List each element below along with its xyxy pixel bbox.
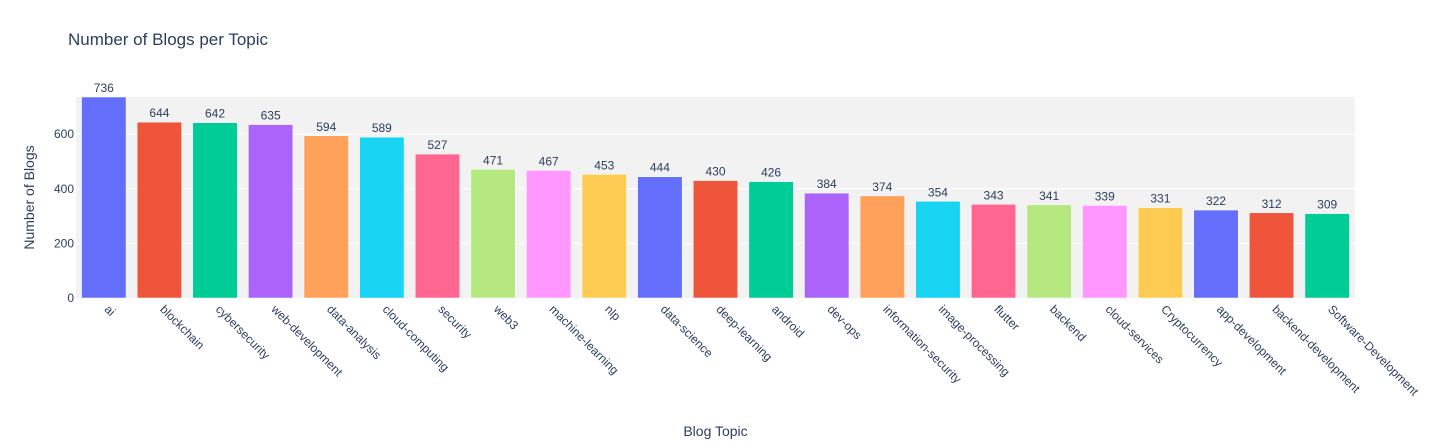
bar-flutter — [971, 204, 1017, 299]
chart-title: Number of Blogs per Topic — [68, 30, 269, 49]
bar-cryptocurrency — [1137, 207, 1183, 299]
x-axis-ticks: ai blockchain cybersecurityweb-development… — [102, 302, 1422, 399]
x-tick-label: ai — [102, 302, 119, 319]
bar-security — [414, 153, 460, 299]
data-label: 594 — [316, 120, 336, 134]
bar-machine-learning — [526, 170, 572, 299]
x-tick-label: backend — [1047, 302, 1089, 344]
x-tick-label: data-analysis — [324, 302, 384, 362]
bar-dev-ops — [804, 192, 850, 299]
bar-image-processing — [915, 201, 961, 299]
x-tick-label: dev-ops — [825, 302, 865, 342]
data-label: 736 — [94, 81, 114, 95]
x-tick-label: blockchain — [157, 302, 207, 352]
data-label: 467 — [539, 154, 559, 168]
bars — [81, 96, 1350, 299]
bar-data-science — [637, 176, 683, 299]
x-tick-label: web3 — [490, 302, 521, 333]
bar-cloud-services — [1082, 205, 1128, 299]
x-tick-label: nlp — [602, 302, 623, 323]
bar-ai — [81, 96, 127, 299]
x-tick-label: deep-learning — [713, 302, 775, 364]
data-label: 444 — [650, 161, 670, 175]
x-tick-label: cybersecurity — [213, 302, 273, 362]
x-tick-label: Software-Development — [1325, 302, 1422, 399]
y-tick-label: 400 — [54, 182, 74, 196]
bar-backend-development — [1249, 212, 1295, 299]
y-tick-label: 200 — [54, 236, 74, 250]
data-label: 322 — [1206, 194, 1226, 208]
bar-nlp — [581, 174, 627, 299]
data-label: 312 — [1262, 197, 1282, 211]
bar-software-development — [1304, 213, 1350, 299]
y-axis-ticks: 0 200 400 600 — [54, 127, 74, 305]
data-label: 635 — [261, 109, 281, 123]
bar-backend — [1026, 204, 1072, 299]
data-label: 309 — [1317, 198, 1337, 212]
data-label: 644 — [149, 106, 169, 120]
x-tick-label: android — [769, 302, 807, 340]
bar-cybersecurity — [192, 122, 238, 299]
x-tick-label: data-science — [658, 302, 716, 360]
bar-app-development — [1193, 209, 1239, 299]
bar-blockchain — [136, 121, 182, 299]
data-label: 339 — [1095, 189, 1115, 203]
x-tick-label: cloud-services — [1103, 302, 1167, 366]
data-label: 341 — [1039, 189, 1059, 203]
data-label: 354 — [928, 185, 948, 199]
bar-android — [748, 181, 794, 299]
bar-deep-learning — [693, 180, 738, 299]
data-labels: 736 644 642 635 594 589 527 471 467 453 444 430 426 3… — [94, 81, 1338, 212]
bar-data-analysis — [303, 135, 349, 299]
data-label: 430 — [705, 165, 725, 179]
data-label: 343 — [984, 188, 1004, 202]
data-label: 642 — [205, 107, 225, 121]
data-label: 589 — [372, 121, 392, 135]
bar-information-security — [859, 195, 905, 299]
data-label: 527 — [427, 138, 447, 152]
y-axis-title: Number of Blogs — [21, 145, 37, 249]
data-label: 374 — [872, 180, 892, 194]
data-label: 471 — [483, 153, 503, 167]
data-label: 426 — [761, 166, 781, 180]
x-tick-label: security — [435, 302, 474, 341]
data-label: 384 — [817, 177, 837, 191]
data-label: 453 — [594, 158, 614, 172]
y-tick-label: 0 — [67, 291, 74, 305]
x-tick-label: flutter — [991, 302, 1022, 333]
bar-web3 — [470, 169, 516, 299]
y-tick-label: 600 — [54, 127, 74, 141]
data-label: 331 — [1150, 192, 1170, 206]
x-axis-title: Blog Topic — [683, 423, 747, 439]
bar-cloud-computing — [359, 136, 405, 299]
bar-web-development — [248, 124, 294, 299]
